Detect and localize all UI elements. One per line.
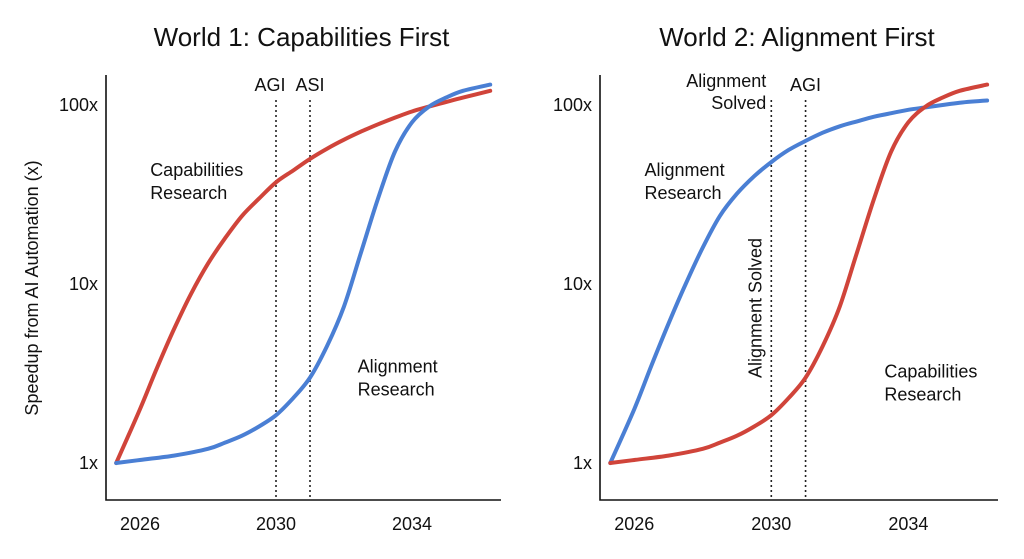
y-tick-label: 100x bbox=[553, 95, 592, 115]
series-annotation: Capabilities Research bbox=[150, 160, 243, 203]
panel-world-2: World 2: Alignment First 1x 10x 100x 2026 203… bbox=[553, 22, 998, 534]
y-tick-label: 10x bbox=[563, 274, 592, 294]
x-tick-label: 2030 bbox=[256, 514, 296, 534]
panel-world-1: World 1: Capabilities First 1x 10x 100x 2026… bbox=[59, 22, 501, 534]
milestone-label: AGI bbox=[254, 75, 285, 95]
y-tick-label: 10x bbox=[69, 274, 98, 294]
milestone-label: ASI bbox=[295, 75, 324, 95]
chart-title: World 2: Alignment First bbox=[659, 22, 935, 52]
axis-lines bbox=[105, 75, 501, 501]
milestone-rotated-label: Alignment Solved bbox=[745, 238, 765, 378]
series-line-alignment-research bbox=[608, 98, 990, 465]
series-annotation: Alignment Research bbox=[645, 160, 725, 203]
x-tick-label: 2026 bbox=[614, 514, 654, 534]
x-tick-label: 2026 bbox=[120, 514, 160, 534]
series-line-alignment-research bbox=[114, 82, 493, 465]
y-tick-label: 100x bbox=[59, 95, 98, 115]
x-tick-label: 2030 bbox=[751, 514, 791, 534]
y-tick-label: 1x bbox=[79, 453, 98, 473]
chart-title: World 1: Capabilities First bbox=[154, 22, 451, 52]
series-line-capabilities-research bbox=[114, 88, 493, 465]
y-tick-label: 1x bbox=[573, 453, 592, 473]
series-annotation: Capabilities Research bbox=[884, 362, 977, 405]
x-tick-label: 2034 bbox=[392, 514, 432, 534]
milestone-label: AGI bbox=[790, 75, 821, 95]
x-tick-label: 2034 bbox=[888, 514, 928, 534]
y-axis-label: Speedup from AI Automation (x) bbox=[22, 160, 42, 415]
milestone-label: Alignment Solved bbox=[686, 71, 766, 113]
axis-lines bbox=[599, 75, 998, 501]
series-annotation: Alignment Research bbox=[358, 357, 438, 400]
series-line-capabilities-research bbox=[608, 82, 990, 465]
